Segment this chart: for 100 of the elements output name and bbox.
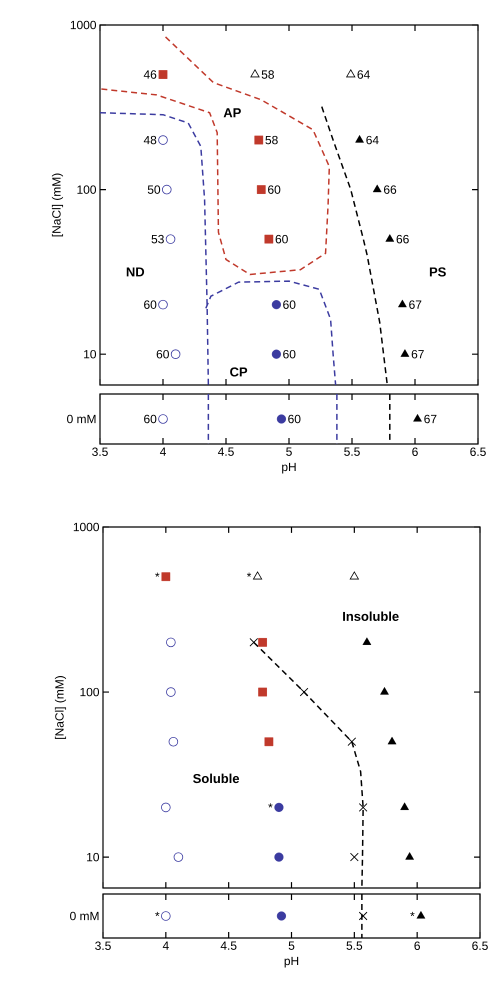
y-axis-title: [NaCl] (mM)	[52, 174, 64, 236]
x-tick-label: 4.5	[218, 448, 234, 456]
point	[274, 802, 284, 812]
annotation: 53	[152, 234, 164, 244]
line-series	[99, 36, 330, 276]
point	[162, 184, 172, 194]
annotation: 60	[144, 300, 156, 309]
point	[256, 185, 266, 194]
annotation: 66	[384, 185, 396, 194]
point	[254, 136, 264, 144]
point	[264, 737, 274, 746]
annotation: AP	[224, 108, 241, 118]
annotation: Soluble	[193, 774, 240, 784]
x-tick-label: 6.5	[470, 448, 486, 456]
point	[274, 852, 284, 862]
annotation: *	[410, 912, 415, 916]
annotation: ND	[126, 267, 144, 276]
annotation: 67	[424, 414, 436, 424]
x-tick-label: 3.5	[95, 942, 111, 950]
annotation: 64	[366, 136, 379, 144]
point	[264, 234, 274, 244]
point	[405, 852, 414, 860]
y-tick-label: 0 mM	[70, 912, 98, 920]
point	[380, 687, 389, 695]
annotation: *	[246, 572, 252, 577]
point	[250, 69, 260, 78]
annotation: CP	[230, 367, 248, 377]
point	[348, 737, 356, 746]
point	[300, 688, 308, 696]
annotation: 58	[265, 136, 278, 144]
x-axis-title: pH	[282, 462, 296, 474]
point	[253, 572, 262, 580]
annotation: *	[155, 572, 160, 577]
point	[170, 349, 180, 359]
x-axis-title: pH	[284, 956, 298, 968]
y-tick-label: 1000	[70, 20, 96, 30]
y-tick-label: 0 mM	[67, 414, 96, 424]
x-tick-label: 3.5	[92, 448, 108, 456]
y-axis-title: [NaCl] (mM)	[54, 676, 66, 739]
x-tick-label: 6.5	[472, 942, 488, 950]
annotation: 46	[144, 70, 156, 79]
annotation: 60	[283, 300, 296, 309]
y-tick-label: 10	[87, 852, 100, 862]
point	[166, 687, 176, 697]
y-tick-label: 1000	[74, 522, 100, 532]
annotation: 60	[156, 350, 169, 358]
annotation: 58	[262, 70, 274, 79]
annotation: 60	[144, 414, 156, 424]
x-tick-label: 4.5	[220, 942, 236, 950]
annotation: *	[268, 803, 273, 808]
x-tick-label: 5	[286, 448, 292, 456]
point	[272, 350, 281, 359]
point	[372, 184, 382, 192]
annotation: 60	[283, 350, 296, 358]
point	[249, 638, 258, 647]
point	[346, 69, 356, 78]
annotation: 64	[358, 70, 370, 79]
point	[258, 638, 267, 647]
point	[358, 803, 368, 812]
point	[158, 135, 168, 145]
x-tick-label: 4	[162, 942, 169, 950]
point	[158, 300, 168, 310]
y-tick-label: 100	[80, 688, 100, 696]
point	[258, 688, 267, 696]
point	[400, 802, 409, 810]
point	[362, 637, 372, 645]
annotation: *	[155, 912, 160, 916]
x-tick-label: 5.5	[344, 448, 360, 456]
annotation: 66	[396, 234, 409, 244]
annotation: Insoluble	[343, 611, 399, 621]
annotation: 67	[409, 300, 422, 309]
y-tick-label: 100	[77, 185, 96, 194]
point	[350, 572, 359, 580]
point	[400, 349, 410, 357]
point	[166, 638, 176, 648]
annotation: 60	[268, 185, 280, 194]
x-tick-label: 5	[288, 942, 294, 950]
point	[161, 572, 170, 582]
point	[158, 70, 168, 79]
point	[272, 300, 281, 310]
point	[388, 736, 396, 744]
x-tick-label: 6	[412, 448, 418, 456]
y-tick-label: 10	[84, 350, 96, 358]
annotation: 67	[412, 350, 424, 358]
annotation: 60	[288, 414, 300, 424]
annotation: PS	[430, 267, 446, 277]
annotation: 48	[144, 136, 156, 144]
point	[168, 736, 178, 747]
x-tick-label: 4	[160, 448, 166, 456]
annotation: 50	[148, 185, 160, 194]
point	[166, 234, 176, 244]
point	[385, 234, 394, 242]
point	[161, 802, 171, 812]
x-tick-label: 5.5	[346, 942, 362, 950]
point	[174, 852, 184, 862]
point	[350, 852, 359, 862]
point	[355, 135, 364, 143]
point	[398, 300, 407, 308]
x-tick-label: 6	[414, 942, 420, 950]
annotation: 60	[276, 234, 288, 244]
